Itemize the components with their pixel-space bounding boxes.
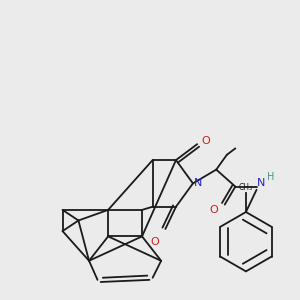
Text: CH₃: CH₃ [239,183,253,192]
Text: H: H [267,172,274,182]
Text: O: O [150,237,159,247]
Text: O: O [201,136,210,146]
Text: N: N [194,178,202,188]
Text: N: N [256,178,265,188]
Text: O: O [210,205,218,215]
